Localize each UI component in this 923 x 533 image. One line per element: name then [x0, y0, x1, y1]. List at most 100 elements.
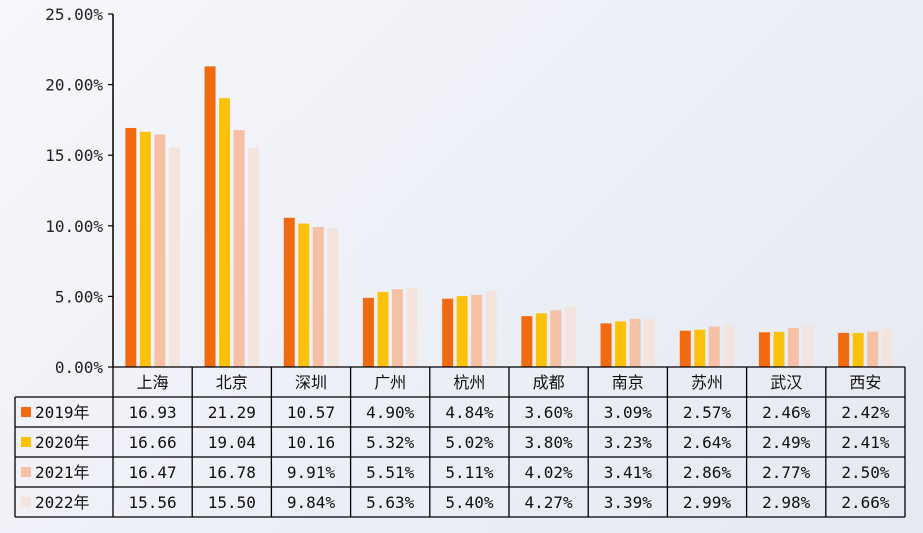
legend-label: 2022年 [35, 493, 90, 512]
bar [694, 329, 706, 367]
category-label: 南京 [612, 373, 644, 392]
category-label: 苏州 [691, 373, 723, 392]
category-label: 成都 [533, 373, 565, 392]
bar [312, 227, 324, 367]
legend-swatch [21, 437, 31, 447]
data-label: 4.90% [366, 403, 415, 422]
bar [521, 316, 533, 367]
bar [377, 291, 389, 367]
data-table: 上海 北京 深圳 广州 杭州 成都 南京 苏州 武汉 西安 2019年 16.93 21.29 10.57… [14, 366, 906, 518]
bar [362, 297, 374, 367]
bar [550, 310, 562, 367]
data-label: 2.64% [683, 433, 732, 452]
y-tick-label: 15.00% [45, 146, 103, 165]
bar [139, 131, 151, 367]
data-label: 4.84% [445, 403, 494, 422]
data-label: 15.50 [208, 493, 256, 512]
data-label: 5.63% [366, 493, 415, 512]
category-label: 杭州 [453, 373, 485, 392]
data-label: 5.32% [366, 433, 415, 452]
legend-label: 2021年 [35, 463, 90, 482]
data-label: 2.66% [841, 493, 890, 512]
data-label: 19.04 [208, 433, 256, 452]
category-label: 北京 [216, 373, 248, 392]
category-label: 西安 [849, 373, 881, 392]
bar [168, 147, 180, 367]
data-label: 3.80% [525, 433, 574, 452]
bar [867, 331, 879, 367]
data-label: 2.57% [683, 403, 732, 422]
bar [838, 332, 850, 367]
data-label: 9.91% [287, 463, 336, 482]
data-label: 16.66 [129, 433, 177, 452]
bar [485, 290, 497, 367]
bar [758, 332, 770, 367]
y-tick-label: 25.00% [45, 5, 103, 24]
data-label: 5.40% [445, 493, 494, 512]
data-label: 15.56 [129, 493, 177, 512]
data-label: 4.27% [525, 493, 574, 512]
bar [204, 66, 216, 368]
bar [456, 296, 468, 367]
data-label: 5.02% [445, 433, 494, 452]
legend-label: 2019年 [35, 403, 90, 422]
legend-label: 2020年 [35, 433, 90, 452]
bar [852, 332, 864, 367]
data-label: 9.84% [287, 493, 336, 512]
y-tick-label: 10.00% [45, 217, 103, 236]
bar [391, 289, 403, 367]
data-label: 4.02% [525, 463, 574, 482]
category-label: 广州 [374, 373, 406, 392]
data-label: 2.42% [841, 403, 890, 422]
bar [615, 321, 627, 367]
bar [629, 318, 641, 367]
bar [298, 223, 310, 367]
category-label: 上海 [137, 373, 169, 392]
bar [535, 313, 547, 367]
bar [881, 329, 893, 367]
bar [154, 134, 166, 367]
data-label: 2.46% [762, 403, 811, 422]
data-label: 5.51% [366, 463, 415, 482]
data-label: 2.50% [841, 463, 890, 482]
bar [327, 228, 339, 367]
bar [708, 326, 720, 367]
data-label: 10.16 [287, 433, 335, 452]
data-label: 5.11% [445, 463, 494, 482]
bar [644, 319, 656, 367]
data-label: 3.41% [604, 463, 653, 482]
bar [723, 324, 735, 367]
axes-layer: 0.00% 5.00% 10.00% 15.00% 20.00% 25.00% [45, 5, 114, 377]
category-label: 武汉 [770, 373, 802, 392]
bar [564, 306, 576, 367]
data-label: 3.39% [604, 493, 653, 512]
y-tick-label: 0.00% [55, 358, 104, 377]
data-label: 2.41% [841, 433, 890, 452]
y-tick-label: 20.00% [45, 76, 103, 95]
category-label: 深圳 [295, 373, 327, 392]
data-label: 3.23% [604, 433, 653, 452]
data-label: 2.99% [683, 493, 732, 512]
bar [233, 130, 245, 367]
data-label: 16.78 [208, 463, 256, 482]
bar [248, 148, 260, 367]
data-label: 3.09% [604, 403, 653, 422]
data-label: 2.86% [683, 463, 732, 482]
data-label: 16.93 [129, 403, 177, 422]
bars-layer [125, 66, 893, 368]
data-label: 3.60% [525, 403, 574, 422]
bar [406, 287, 418, 367]
bar [471, 294, 483, 367]
y-tick-label: 5.00% [55, 287, 104, 306]
bar [679, 330, 691, 367]
data-label: 16.47 [129, 463, 177, 482]
legend-swatch [21, 407, 31, 417]
legend-swatch [21, 497, 31, 507]
bar [787, 327, 799, 367]
bar [442, 298, 454, 367]
bar [600, 323, 612, 367]
data-label: 10.57 [287, 403, 335, 422]
bar [283, 217, 295, 367]
bar [219, 98, 231, 367]
